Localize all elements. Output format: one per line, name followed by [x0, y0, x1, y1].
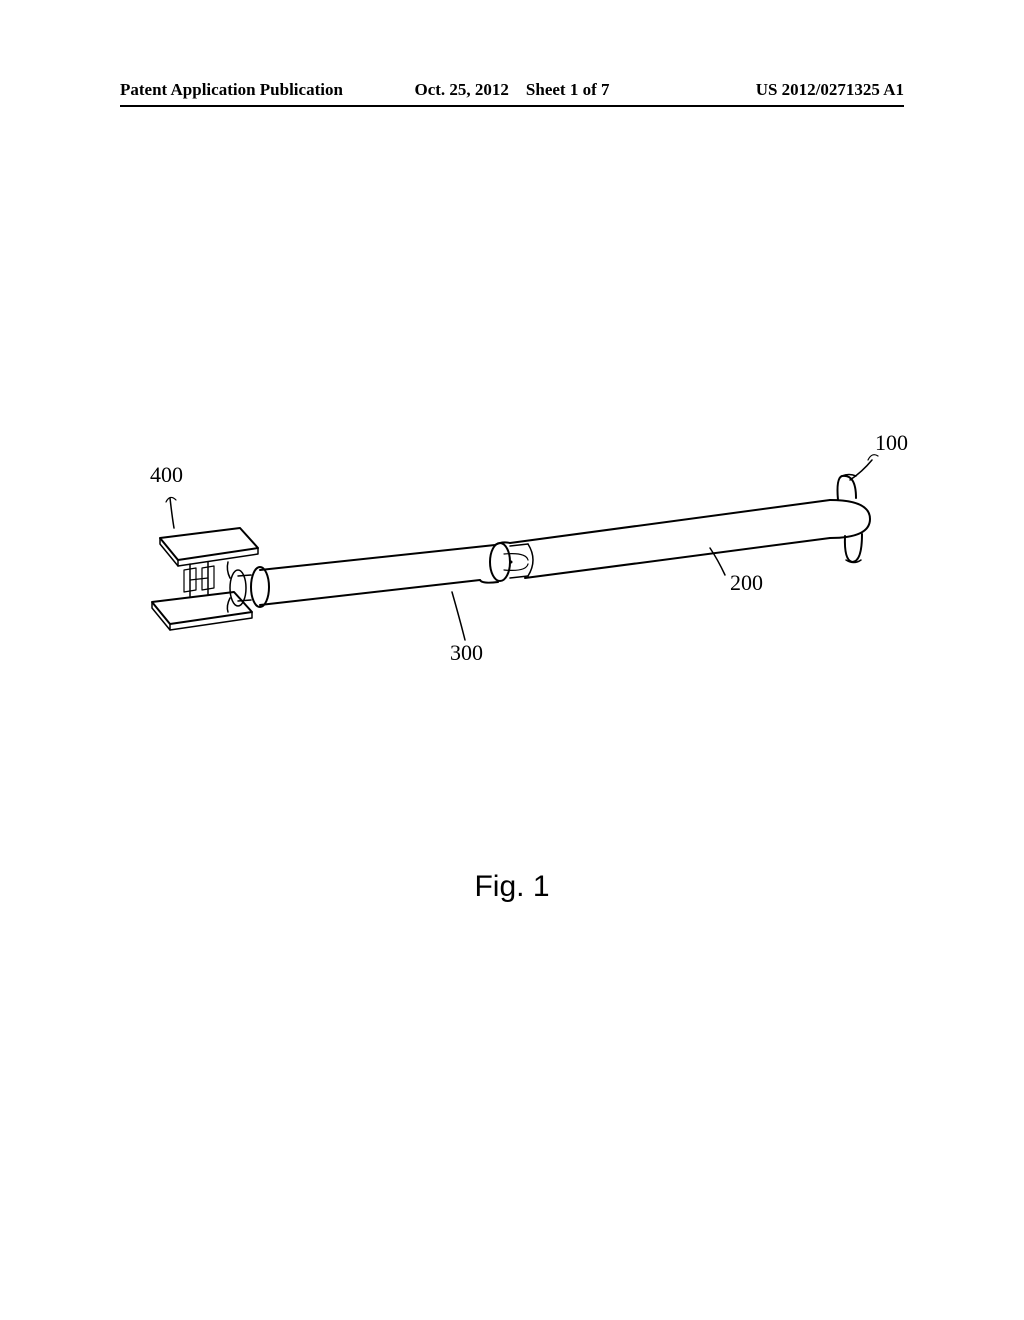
ref-300: 300: [450, 640, 483, 666]
page-header: Patent Application Publication US 2012/0…: [0, 80, 1024, 100]
ref-100: 100: [875, 430, 908, 456]
figure-1: 400 100 200 300: [130, 420, 900, 700]
header-mid: Oct. 25, 2012 Sheet 1 of 7: [414, 80, 609, 100]
ref-200: 200: [730, 570, 763, 596]
header-rule: [120, 105, 904, 107]
header-date: Oct. 25, 2012: [414, 80, 508, 99]
figure-svg: [130, 420, 900, 700]
header-sheet: Sheet 1 of 7: [526, 80, 610, 99]
figure-caption: Fig. 1: [0, 870, 1024, 904]
header-pubnum: US 2012/0271325 A1: [756, 80, 904, 100]
ref-400: 400: [150, 462, 183, 488]
header-left: Patent Application Publication: [120, 80, 343, 100]
patent-page: Patent Application Publication US 2012/0…: [0, 0, 1024, 1320]
